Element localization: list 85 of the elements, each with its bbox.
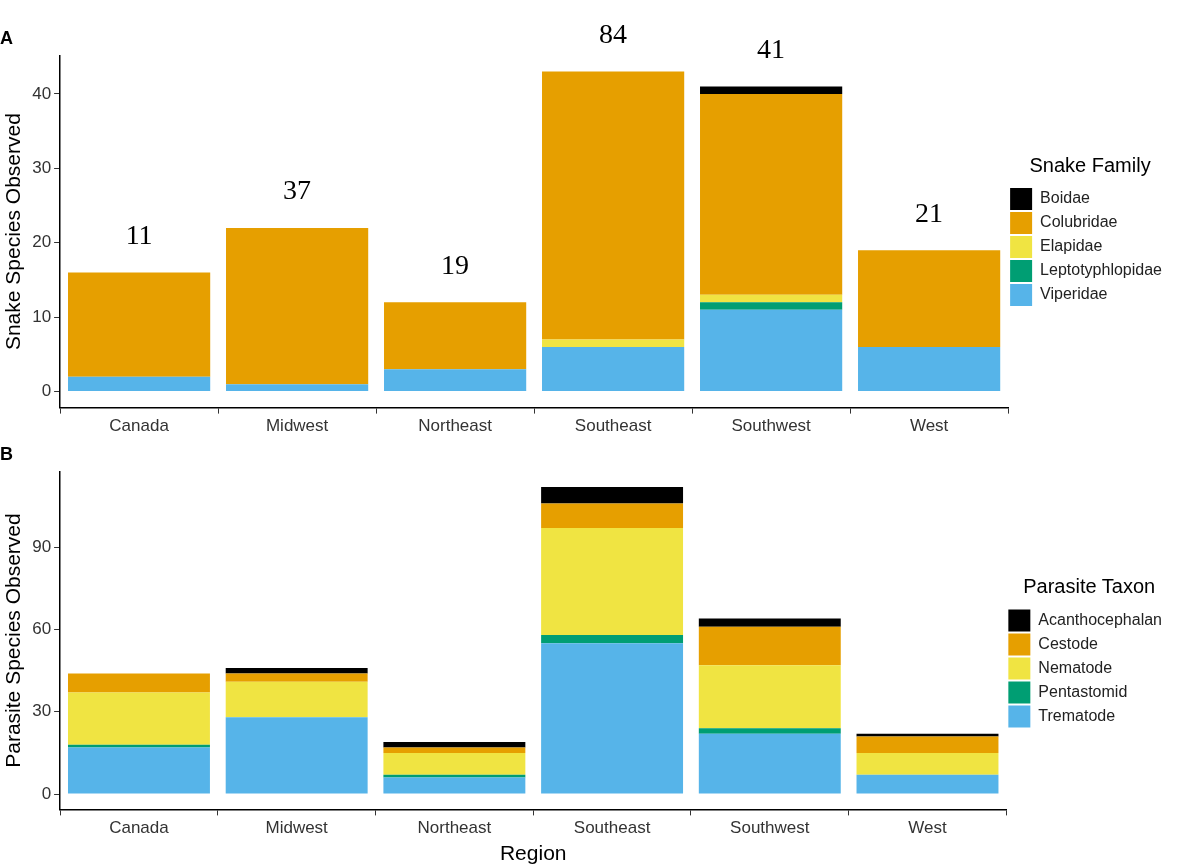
x-axis-title: Region — [499, 841, 567, 865]
x-tick-label: Canada — [109, 818, 170, 838]
x-tick-label: West — [909, 416, 949, 436]
bar — [67, 692, 210, 745]
legend-label: Trematode — [1038, 706, 1116, 724]
bar — [856, 774, 999, 794]
bar — [700, 294, 843, 303]
legend-title: Parasite Taxon — [1023, 575, 1156, 598]
bar — [698, 733, 841, 794]
y-tick-label: 60 — [32, 619, 52, 639]
bar — [856, 736, 999, 753]
bar — [541, 643, 684, 794]
annotation: 37 — [283, 174, 312, 206]
bar — [856, 752, 999, 775]
y-tick-label: 10 — [32, 306, 52, 326]
bar — [698, 728, 841, 734]
bar — [700, 93, 843, 295]
x-tick-label: Southeast — [573, 818, 651, 838]
y-tick-label: 90 — [32, 536, 52, 556]
annotation: 41 — [757, 32, 786, 64]
bar — [225, 717, 368, 794]
legend-label: Acanthocephalan — [1038, 610, 1162, 628]
bar — [542, 346, 685, 392]
bar — [383, 774, 526, 778]
bar — [67, 747, 210, 794]
bar — [225, 673, 368, 682]
bar — [226, 227, 369, 385]
x-tick-label: Canada — [109, 416, 170, 436]
annotation: 11 — [125, 218, 153, 250]
bar — [383, 741, 526, 748]
y-tick-label: 40 — [32, 83, 52, 103]
bar — [698, 618, 841, 627]
bar — [700, 302, 843, 310]
bar — [698, 665, 841, 729]
bar — [541, 486, 684, 504]
x-tick-label: Southwest — [730, 818, 810, 838]
legend-label: Nematode — [1038, 658, 1113, 676]
text: 84 — [599, 17, 628, 49]
bar — [67, 673, 210, 693]
x-tick-label: West — [908, 818, 947, 838]
y-axis-title: Snake Species Observed — [1, 113, 25, 351]
x-tick-label: Northeast — [418, 416, 493, 436]
legend-label: Viperidae — [1040, 285, 1108, 303]
x-tick-label: Northeast — [417, 818, 492, 838]
y-axis-title: Parasite Species Observed — [1, 513, 25, 768]
y-tick-label: 0 — [41, 783, 52, 803]
annotation: 21 — [915, 196, 944, 228]
chart-title: B — [0, 443, 13, 464]
y-tick-label: 30 — [32, 158, 52, 178]
bar — [541, 503, 684, 529]
legend-label: Colubridae — [1040, 213, 1118, 231]
bar — [541, 635, 684, 644]
bar — [542, 71, 685, 340]
bar — [542, 339, 685, 347]
legend-label: Elapidae — [1040, 237, 1103, 255]
bar — [383, 747, 526, 753]
legend-label: Leptotyphlopidae — [1040, 261, 1163, 279]
y-tick-label: 20 — [32, 232, 52, 252]
bar — [226, 384, 369, 392]
bar — [700, 86, 843, 94]
y-tick-label: 30 — [32, 701, 52, 721]
x-tick-label: Southwest — [731, 416, 812, 436]
legend-label: Boidae — [1040, 189, 1091, 207]
x-tick-label: Southeast — [574, 416, 652, 436]
bar — [225, 681, 368, 718]
bar — [68, 272, 211, 377]
bar — [383, 777, 526, 794]
bar — [384, 369, 527, 392]
bar — [384, 302, 527, 370]
bar — [858, 250, 1001, 347]
annotation: 19 — [441, 248, 470, 280]
bar — [698, 626, 841, 666]
x-tick-label: Midwest — [265, 818, 329, 838]
bar — [383, 752, 526, 775]
bar — [700, 309, 843, 392]
bar — [541, 528, 684, 636]
y-tick-label: 0 — [41, 381, 52, 401]
chart-title: A — [0, 27, 13, 48]
x-tick-label: Midwest — [265, 416, 329, 436]
bar — [858, 346, 1001, 392]
legend-label: Cestode — [1038, 634, 1099, 652]
bar — [225, 667, 368, 674]
legend-title: Snake Family — [1029, 153, 1151, 176]
legend-label: Pentastomid — [1038, 682, 1128, 700]
bar — [68, 376, 211, 392]
